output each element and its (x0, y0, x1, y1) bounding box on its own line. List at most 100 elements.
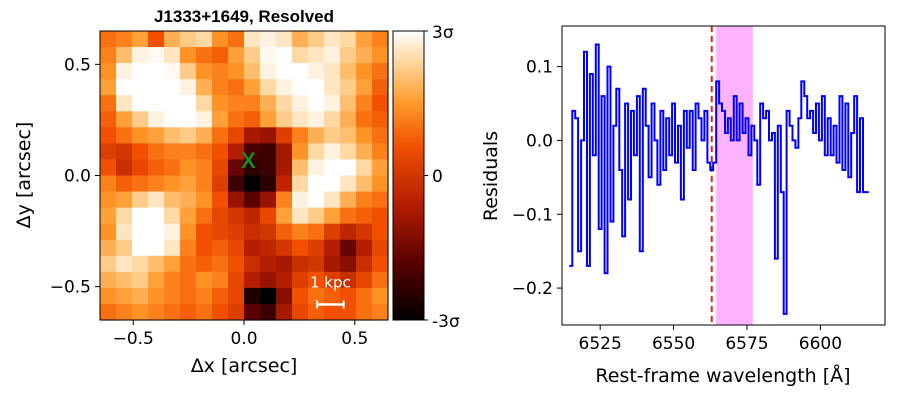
heatmap-cell (164, 271, 181, 289)
heatmap-cell (196, 207, 213, 225)
scalebar (316, 300, 345, 309)
heatmap-cell (260, 95, 277, 112)
heatmap-cell (340, 255, 357, 273)
heatmap-cell (132, 287, 149, 305)
heatmap-cell (228, 175, 245, 193)
heatmap-cell (324, 95, 341, 112)
heatmap-cell (292, 239, 309, 257)
heatmap-cell (180, 127, 197, 144)
heatmap-cell (180, 287, 197, 305)
heatmap-cell (356, 127, 373, 144)
heatmap-cell (356, 47, 373, 64)
heatmap-cell (356, 223, 373, 241)
heatmap-cell (372, 303, 389, 321)
heatmap-cell (308, 143, 325, 161)
heatmap-cell (116, 47, 133, 64)
heatmap-cell (372, 239, 389, 257)
heatmap-cell (212, 255, 229, 273)
heatmap-cell (116, 175, 133, 193)
heatmap-cell (308, 191, 325, 209)
heatmap-cell (164, 255, 181, 273)
heatmap-cell (292, 127, 309, 144)
residuals-x-tick-label: 6550 (652, 334, 695, 354)
heatmap-x-ticks: −0.5 0.0 0.5 (113, 320, 368, 349)
heatmap-cell (132, 31, 149, 48)
heatmap-cell (292, 271, 309, 289)
heatmap-cell (276, 79, 293, 96)
heatmap-cell (372, 79, 389, 96)
heatmap-cell (260, 175, 277, 193)
residual-series (569, 43, 869, 315)
heatmap-cell (324, 271, 341, 289)
heatmap-cell (324, 223, 341, 241)
heatmap-cell (356, 63, 373, 80)
heatmap-cell (164, 207, 181, 225)
heatmap-cell (372, 143, 389, 161)
heatmap-cell (212, 287, 229, 305)
heatmap-cell (308, 303, 325, 321)
heatmap-cell (244, 31, 261, 48)
residuals-x-ticks: 6525 6550 6575 6600 (579, 325, 842, 354)
heatmap-cell (116, 159, 133, 177)
heatmap-cell (276, 47, 293, 64)
residuals-x-tick-label: 6600 (799, 334, 842, 354)
heatmap-cell (180, 303, 197, 321)
heatmap-cell (212, 239, 229, 257)
heatmap-cell (260, 111, 277, 128)
heatmap-cell (116, 207, 133, 225)
heatmap-cell (132, 159, 149, 177)
center-marker: X (241, 148, 256, 173)
heatmap-cell (276, 63, 293, 80)
heatmap-cell (100, 31, 117, 48)
heatmap-cell (116, 31, 133, 48)
heatmap-cell (308, 207, 325, 225)
heatmap-cell (212, 79, 229, 96)
heatmap-cell (276, 127, 293, 144)
heatmap-cell (228, 31, 245, 48)
heatmap-cell (244, 175, 261, 193)
heatmap-cells (100, 31, 389, 321)
heatmap-title: J1333+1649, Resolved (154, 7, 334, 26)
heatmap-cell (340, 287, 357, 305)
heatmap-cell (212, 271, 229, 289)
heatmap-cell (340, 95, 357, 112)
heatmap-cell (212, 47, 229, 64)
heatmap-cell (148, 255, 165, 273)
heatmap-cell (100, 175, 117, 193)
heatmap-cell (276, 31, 293, 48)
heatmap-cell (180, 191, 197, 209)
heatmap-cell (116, 239, 133, 257)
heatmap-cell (292, 111, 309, 128)
heatmap-cell (276, 159, 293, 177)
residuals-x-tick-label: 6525 (579, 334, 622, 354)
residuals-y-tick-label: −0.1 (512, 205, 553, 225)
heatmap-cell (132, 223, 149, 241)
heatmap-cell (244, 207, 261, 225)
heatmap-cell (372, 223, 389, 241)
heatmap-cell (100, 127, 117, 144)
heatmap-cell (340, 191, 357, 209)
heatmap-cell (260, 79, 277, 96)
heatmap-cell (292, 303, 309, 321)
heatmap-cell (260, 31, 277, 48)
heatmap-cell (100, 271, 117, 289)
heatmap-cell (196, 143, 213, 161)
heatmap-cell (180, 143, 197, 161)
heatmap-cell (228, 303, 245, 321)
heatmap-cell (148, 207, 165, 225)
heatmap-cell (340, 207, 357, 225)
heatmap-cell (132, 47, 149, 64)
heatmap-cell (244, 79, 261, 96)
heatmap-cell (132, 271, 149, 289)
heatmap-cell (308, 63, 325, 80)
heatmap-cell (324, 303, 341, 321)
heatmap-cell (276, 287, 293, 305)
heatmap-cell (356, 191, 373, 209)
heatmap-cell (180, 175, 197, 193)
heatmap-cell (260, 287, 277, 305)
heatmap-cell (196, 31, 213, 48)
heatmap-cell (196, 79, 213, 96)
heatmap-cell (356, 271, 373, 289)
heatmap-cell (148, 287, 165, 305)
heatmap-cell (228, 255, 245, 273)
